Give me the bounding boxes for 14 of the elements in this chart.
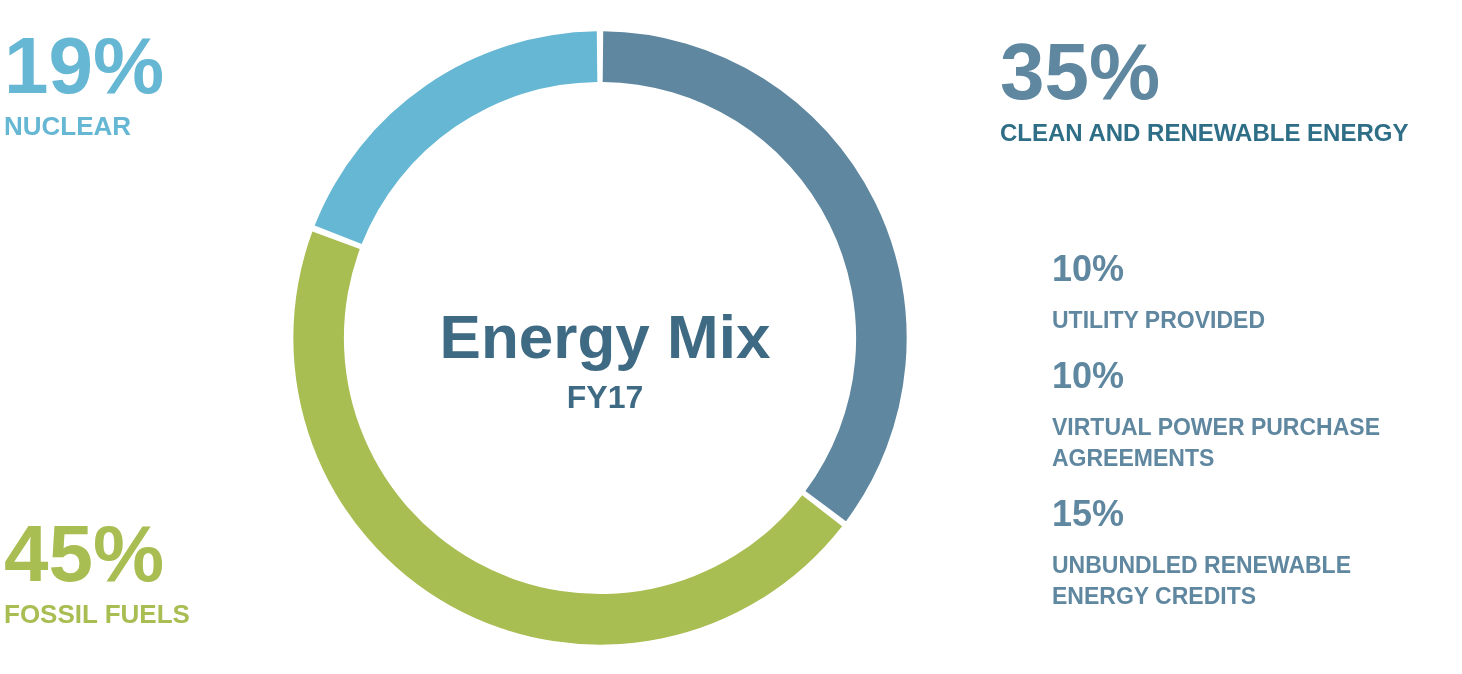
slice-label: CLEAN AND RENEWABLE ENERGY <box>1000 118 1409 146</box>
data-label: 35% <box>1000 26 1161 116</box>
slice-label: NUCLEAR <box>4 111 132 141</box>
text: 10% <box>1052 354 1125 396</box>
data-label: 19% <box>4 20 165 110</box>
text: 10% <box>1052 247 1125 289</box>
text: VIRTUAL POWER PURCHASE AGREEMENTS <box>1052 413 1387 471</box>
text: Energy Mix <box>439 301 771 371</box>
text: UNBUNDLED RENEWABLE ENERGY CREDITS <box>1052 551 1358 609</box>
text: UTILITY PROVIDED <box>1052 306 1265 333</box>
text: 15% <box>1052 492 1125 534</box>
data-label: 45% <box>4 508 165 598</box>
text: FY17 <box>566 379 644 415</box>
slice-label: FOSSIL FUELS <box>4 599 190 629</box>
